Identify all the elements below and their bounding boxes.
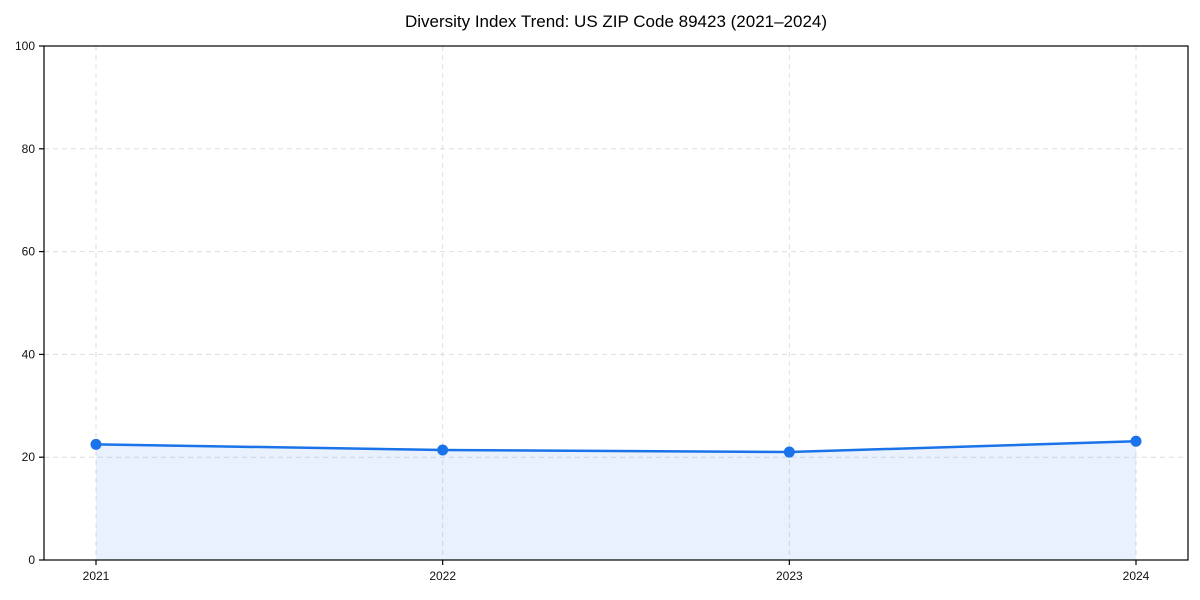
y-tick-label: 40 <box>22 347 36 361</box>
data-point-2021 <box>90 438 102 450</box>
y-tick-label: 100 <box>15 39 35 53</box>
data-point-2022 <box>437 444 449 456</box>
data-point-2023 <box>783 446 795 458</box>
trend-line <box>94 440 1138 454</box>
x-tick-label: 2021 <box>83 569 110 583</box>
x-tick-label: 2024 <box>1123 569 1150 583</box>
x-tick-label: 2023 <box>776 569 803 583</box>
data-point-2024 <box>1130 435 1142 447</box>
y-tick-label: 60 <box>22 245 36 259</box>
chart-title: Diversity Index Trend: US ZIP Code 89423… <box>404 12 828 31</box>
area-fill <box>96 441 1136 560</box>
y-tick-label: 80 <box>22 142 36 156</box>
plot-border <box>43 45 1189 561</box>
y-tick-label: 20 <box>22 450 36 464</box>
x-tick-label: 2022 <box>429 569 456 583</box>
y-tick-label: 0 <box>28 553 35 567</box>
